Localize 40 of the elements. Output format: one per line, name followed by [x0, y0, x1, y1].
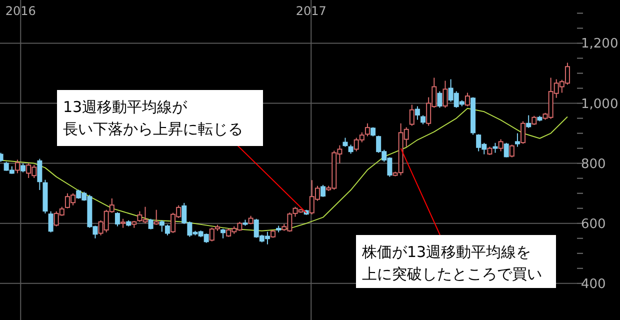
x-tick-label: 2016	[5, 4, 36, 18]
candlestick	[14, 159, 20, 174]
candlestick	[442, 80, 448, 108]
y-tick-label: 1,000	[581, 96, 618, 112]
candlestick	[492, 142, 498, 154]
candlestick	[114, 212, 120, 227]
candlestick	[414, 106, 420, 120]
candlestick	[498, 138, 504, 152]
candlestick	[420, 114, 426, 125]
annotation: 13週移動平均線が長い下落から上昇に転じる	[57, 90, 307, 214]
candlestick	[20, 162, 26, 173]
candlestick	[37, 158, 42, 191]
candlestick	[509, 144, 514, 158]
candlestick	[159, 220, 164, 232]
candlestick	[348, 144, 354, 154]
x-tick-label: 2017	[296, 4, 326, 18]
candlestick	[409, 104, 414, 126]
y-tick-label: 1,200	[581, 36, 618, 52]
candlestick	[514, 132, 520, 148]
candlestick	[320, 184, 326, 198]
y-tick-label: 400	[581, 276, 606, 292]
candlestick	[148, 218, 154, 230]
y-tick-label: 800	[581, 156, 606, 172]
candlestick	[526, 114, 532, 128]
candlestick	[520, 120, 526, 144]
candlestick	[220, 228, 226, 239]
candlestick	[504, 142, 509, 158]
annotation: 株価が13週移動平均線を上に突破したところで買い	[361, 243, 542, 283]
candlestick	[437, 90, 442, 108]
candlestick	[464, 92, 470, 107]
candlestick	[48, 210, 54, 233]
y-tick-label: 600	[581, 216, 606, 232]
candlestick	[154, 209, 159, 226]
candlestick	[342, 137, 348, 148]
annotation: 株価が13週移動平均線を上に突破したところで買い	[356, 148, 556, 288]
candlestick	[532, 115, 537, 126]
candlestick	[120, 218, 126, 228]
candlestick	[164, 224, 170, 236]
candlestick	[364, 122, 370, 137]
annotation: 13週移動平均線が長い下落から上昇に転じる	[63, 98, 243, 138]
